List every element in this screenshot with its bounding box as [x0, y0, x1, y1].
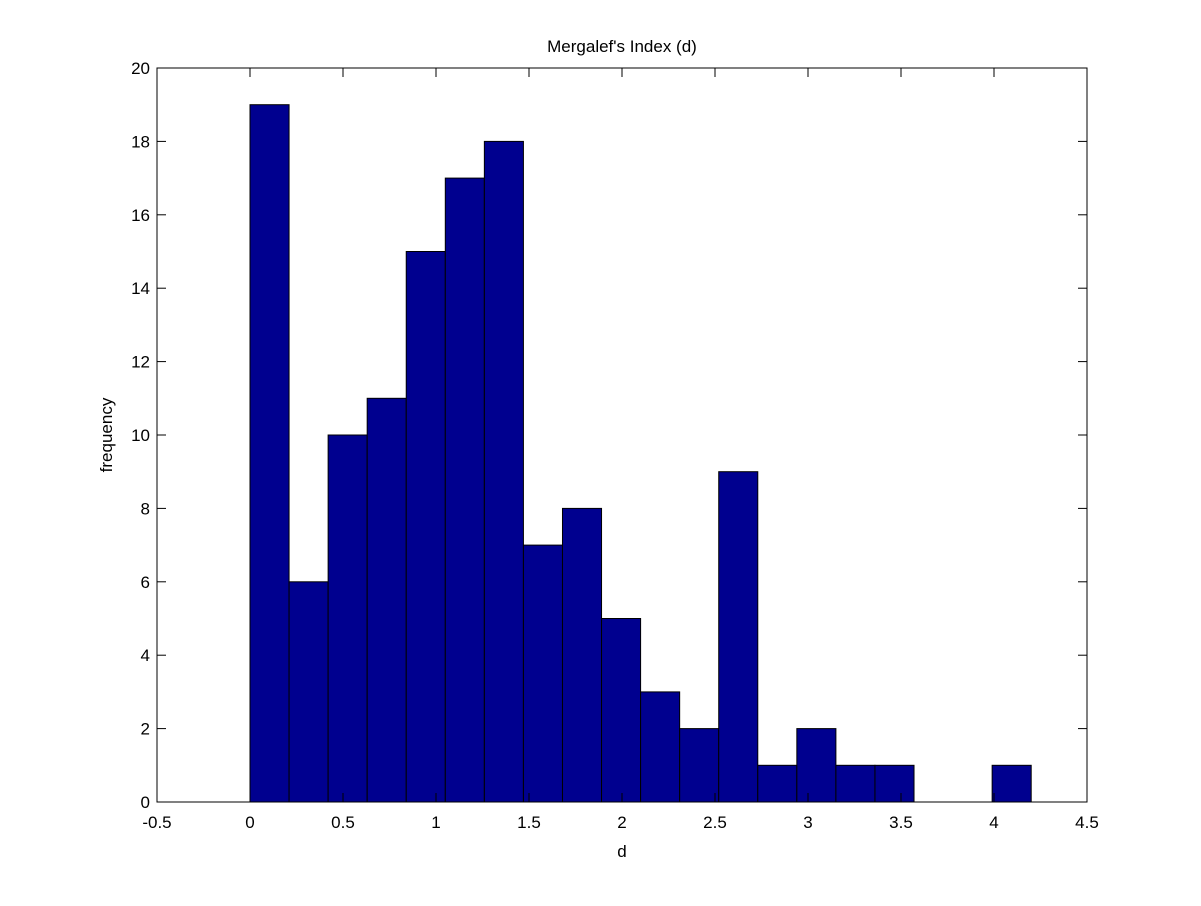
y-tick-label: 10	[131, 426, 150, 445]
y-tick-label: 20	[131, 59, 150, 78]
x-tick-label: 4	[989, 813, 998, 832]
x-tick-label: 2	[617, 813, 626, 832]
y-tick-label: 16	[131, 206, 150, 225]
chart-title: Mergalef's Index (d)	[547, 37, 697, 56]
histogram-bar	[640, 691, 681, 803]
bars-group	[249, 104, 1032, 803]
y-axis-label: frequency	[97, 397, 116, 472]
y-tick-label: 18	[131, 132, 150, 151]
histogram-bar	[874, 764, 915, 803]
histogram-bar	[991, 764, 1032, 803]
tick-labels-group: -0.5 0 0.5 1 1.5 2 2.5 3 3.5 4 4.50246810121416182…	[131, 59, 1099, 832]
x-tick-label: 3	[803, 813, 812, 832]
x-tick-label: 3.5	[889, 813, 913, 832]
x-tick-label: 0.5	[331, 813, 355, 832]
histogram-bar	[796, 728, 837, 803]
histogram-bar	[561, 507, 603, 803]
ticks-group	[156, 67, 1088, 803]
x-tick-label: 1	[431, 813, 440, 832]
x-tick-label: 0	[245, 813, 254, 832]
x-tick-label: 4.5	[1075, 813, 1099, 832]
y-tick-label: 6	[141, 573, 150, 592]
y-tick-label: 8	[141, 499, 150, 518]
histogram-bar	[718, 471, 759, 803]
histogram-bar	[327, 434, 368, 803]
y-tick-label: 12	[131, 353, 150, 372]
y-tick-label: 4	[141, 646, 150, 665]
histogram-bar	[405, 251, 446, 803]
y-tick-label: 0	[141, 793, 150, 812]
x-tick-label: -0.5	[142, 813, 171, 832]
histogram-bar	[835, 764, 876, 803]
histogram-bar	[249, 104, 290, 803]
y-tick-label: 14	[131, 279, 150, 298]
histogram-bar	[444, 177, 485, 803]
histogram-bar	[522, 544, 563, 803]
x-axis-label: d	[617, 842, 626, 861]
x-tick-label: 2.5	[703, 813, 727, 832]
histogram-bar	[601, 618, 642, 803]
histogram-bar	[366, 397, 407, 803]
x-tick-label: 1.5	[517, 813, 541, 832]
y-tick-label: 2	[141, 720, 150, 739]
histogram-bar	[288, 581, 329, 803]
histogram-bar	[679, 728, 720, 803]
histogram-bar	[757, 764, 798, 803]
histogram-bar	[483, 140, 524, 803]
